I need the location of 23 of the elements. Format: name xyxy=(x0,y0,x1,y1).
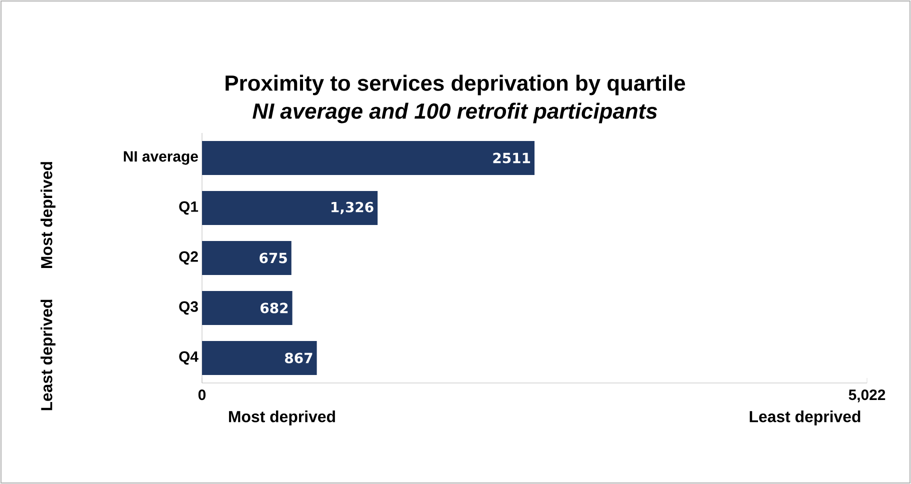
y-tick-label: Q2 xyxy=(179,251,198,265)
data-label: 2511 xyxy=(493,152,530,164)
text: Most deprived xyxy=(229,410,335,426)
y-tick-label: Q1 xyxy=(179,201,198,215)
y-tick-label: Q4 xyxy=(179,351,198,365)
data-label: 1,326 xyxy=(332,202,374,214)
bar xyxy=(202,190,378,225)
chart-title: Proximity to services deprivation by quartile xyxy=(226,74,686,96)
data-label: 867 xyxy=(285,352,312,364)
data-label: 675 xyxy=(260,252,287,264)
bar xyxy=(202,240,292,275)
data-label: 682 xyxy=(260,302,288,314)
chart-subtitle: NI average and 100 retrofit participants xyxy=(252,102,658,124)
y-tick-label: NI average xyxy=(124,151,198,165)
x-tick-label: 5,022 xyxy=(848,390,886,402)
bar xyxy=(202,290,292,325)
y-tick-label: Q3 xyxy=(179,301,198,315)
text: Most deprived xyxy=(40,162,56,268)
text: Least deprived xyxy=(750,410,860,426)
bar xyxy=(202,340,317,375)
bar xyxy=(202,140,535,175)
x-tick-label: 0 xyxy=(198,390,206,400)
text: Least deprived xyxy=(40,300,56,410)
